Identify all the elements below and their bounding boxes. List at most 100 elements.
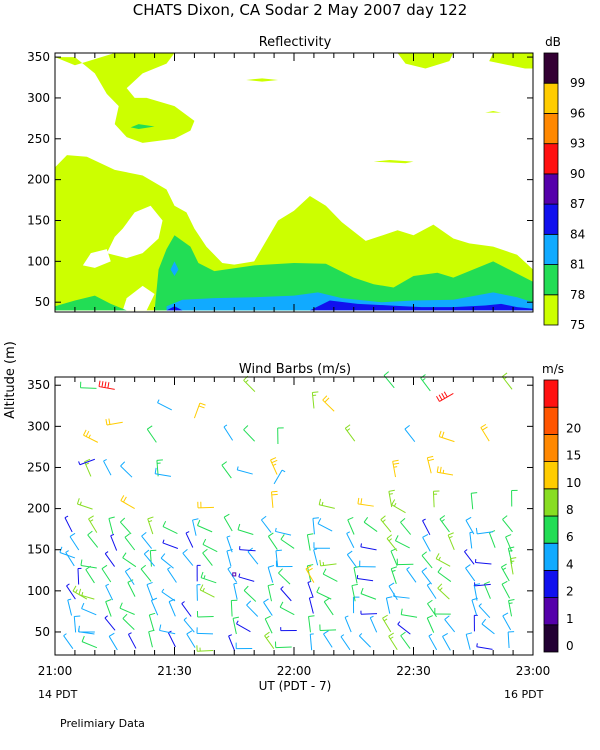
wind-barb-feather [199, 402, 206, 406]
wind-barb-staff [223, 426, 234, 441]
wind-barb-feather [167, 566, 171, 570]
wind-colorbar-swatch [543, 433, 559, 462]
wind-barb [319, 624, 337, 631]
wind-barb [437, 567, 452, 582]
wind-barb-staff [426, 584, 437, 599]
wind-barb-feather [484, 581, 491, 585]
wind-barb-feather [323, 630, 329, 635]
wind-barb [146, 425, 157, 443]
wind-barb [120, 495, 135, 510]
wind-barb-feather [389, 493, 393, 495]
wind-barb-feather [478, 603, 482, 607]
wind-barb-staff [322, 399, 335, 412]
wind-barb [353, 566, 360, 584]
wind-barb-feather [471, 492, 478, 494]
wind-barb [421, 551, 433, 569]
wind-barb-feather [65, 550, 69, 553]
wind-barb-staff [308, 597, 314, 614]
wind-barb-feather [233, 582, 238, 585]
reflectivity-84db-region [309, 300, 533, 311]
wind-barb-staff [104, 553, 115, 567]
wind-barb [103, 458, 112, 476]
wind-barb-feather [347, 516, 354, 521]
wind-barb-feather [502, 612, 509, 617]
wind-barb-feather [427, 615, 433, 619]
wind-barb-staff [275, 646, 292, 649]
wind-barb-staff [346, 554, 358, 568]
reflectivity-y-tick-label: 200 [27, 173, 50, 187]
wind-barb-staff [182, 552, 194, 566]
wind-barb-staff [476, 646, 493, 650]
wind-barb [400, 608, 418, 618]
wind-barb [358, 633, 371, 648]
wind-barb [193, 402, 206, 419]
wind-barb-feather [245, 379, 249, 383]
wind-barb-staff [380, 519, 392, 533]
wind-barb-feather [344, 615, 349, 618]
wind-barb-staff [197, 525, 213, 533]
wind-barb-staff [264, 618, 273, 634]
wind-barb-staff [351, 585, 356, 602]
wind-barb [274, 527, 292, 536]
wind-barb [501, 372, 513, 390]
wind-barb-staff [77, 503, 93, 510]
wind-barb-staff [239, 549, 256, 552]
wind-barb-feather [360, 587, 364, 594]
wind-barb-feather [76, 498, 80, 505]
wind-barb [196, 564, 201, 582]
wind-barb-staff [192, 519, 197, 536]
wind-barb-feather [149, 612, 156, 616]
wind-barb [140, 564, 152, 582]
wind-y-tick-label: 100 [27, 584, 50, 598]
wind-barb-staff [323, 601, 334, 616]
wind-barb-staff [186, 633, 196, 648]
wind-barb [227, 566, 238, 583]
wind-barb [160, 553, 174, 569]
wind-barb-feather [324, 397, 330, 403]
wind-barb [88, 515, 98, 533]
wind-barb-staff [243, 379, 256, 392]
wind-barb-feather [358, 633, 363, 637]
wind-barb [502, 612, 512, 631]
reflectivity-colorbar-label: 96 [570, 106, 585, 120]
wind-barb-feather [421, 567, 427, 572]
wind-barb-feather [321, 501, 324, 506]
wind-barb-feather [159, 624, 162, 631]
wind-barb-staff [65, 552, 75, 567]
wind-barb-staff [226, 536, 233, 553]
wind-barb-staff [83, 434, 99, 443]
wind-barb-staff [183, 619, 195, 633]
wind-barb [76, 498, 93, 510]
wind-barb [202, 538, 218, 553]
wind-barb-feather [323, 597, 330, 603]
wind-barb-feather [267, 583, 275, 587]
wind-barb-feather [202, 548, 208, 554]
wind-barb-feather [63, 633, 67, 637]
wind-barb-feather [81, 602, 85, 609]
wind-colorbar-swatch [543, 461, 559, 490]
wind-barb-staff [400, 635, 411, 649]
wind-barb-feather [104, 551, 109, 554]
wind-barb-staff [406, 569, 417, 583]
reflectivity-colorbar-swatch [543, 203, 559, 235]
wind-barb-feather [464, 549, 468, 553]
wind-barb [447, 532, 455, 551]
wind-barb [436, 466, 454, 476]
wind-barb-feather [274, 527, 277, 532]
wind-barb-staff [85, 569, 95, 584]
wind-barb-feather [101, 564, 108, 570]
wind-barb-staff [155, 473, 172, 477]
wind-barb-staff [124, 536, 136, 551]
wind-barb [122, 552, 137, 568]
wind-barb-feather [228, 634, 233, 637]
reflectivity-colorbar-label: 75 [570, 318, 585, 332]
wind-barb-feather [67, 598, 72, 601]
wind-barb-staff [88, 518, 98, 533]
wind-barb [478, 603, 491, 619]
wind-barb [105, 418, 123, 426]
wind-barb [426, 582, 437, 599]
wind-y-tick-label: 350 [27, 378, 50, 392]
wind-barb [473, 614, 478, 632]
reflectivity-y-tick-label: 250 [27, 132, 50, 146]
wind-barb [66, 583, 76, 600]
